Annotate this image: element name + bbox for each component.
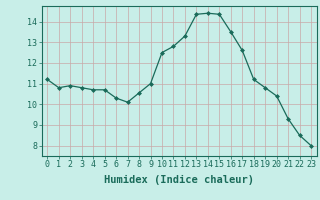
X-axis label: Humidex (Indice chaleur): Humidex (Indice chaleur): [104, 175, 254, 185]
